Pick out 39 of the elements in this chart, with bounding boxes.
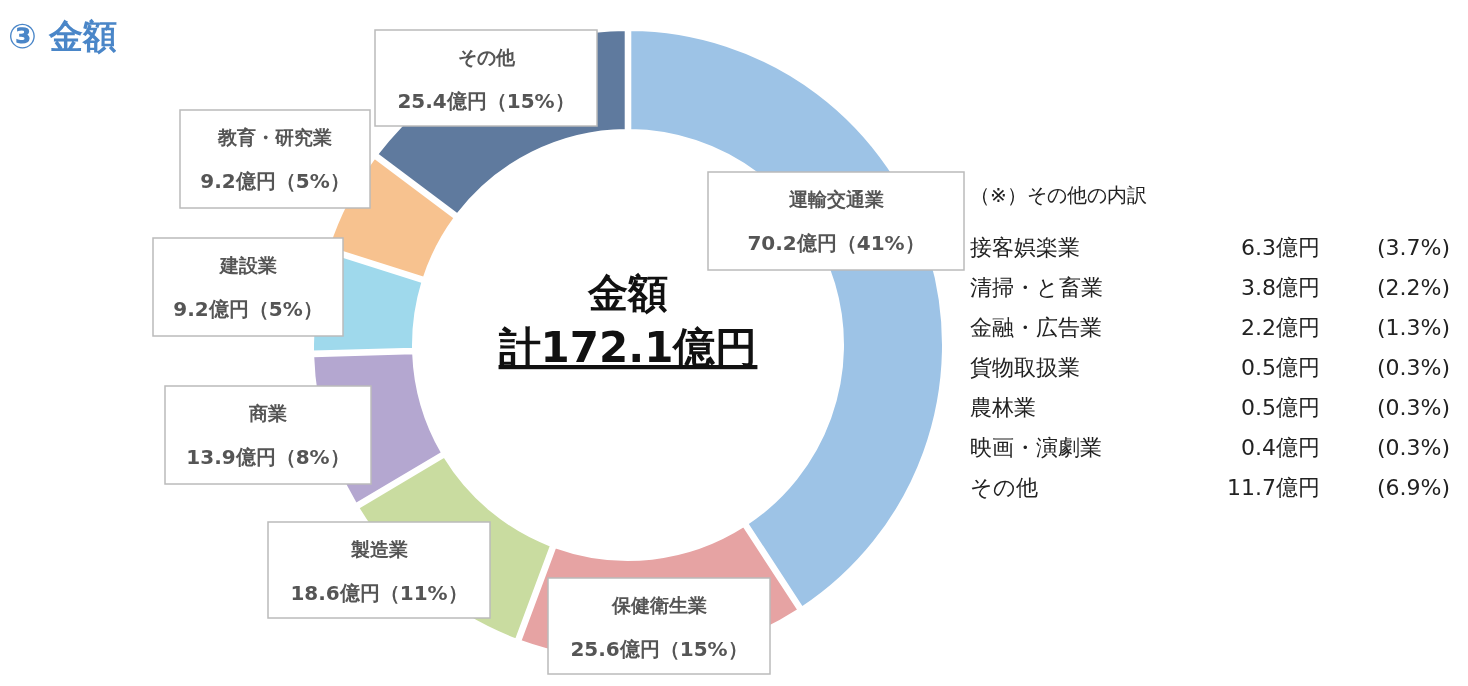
text: 農林業 <box>970 395 1036 420</box>
chart-title: ③ 金額 <box>8 16 117 56</box>
text: (1.3%) <box>1376 315 1450 340</box>
text: 0.4億円 <box>1241 435 1320 460</box>
data-label: 25.4億円（15%） <box>397 89 575 113</box>
text: 3.8億円 <box>1241 275 1320 300</box>
text: 0.5億円 <box>1241 355 1320 380</box>
text: 清掃・と畜業 <box>970 275 1103 300</box>
data-label: 18.6億円（11%） <box>290 581 468 605</box>
slice-label: 商業 <box>248 402 287 424</box>
data-label: 70.2億円（41%） <box>747 231 925 255</box>
text: （※）その他の内訳 <box>970 183 1147 207</box>
slice-label: 保健衛生業 <box>610 594 707 616</box>
slice-label: その他 <box>457 46 516 68</box>
data-label: 9.2億円（5%） <box>173 297 323 321</box>
text: (6.9%) <box>1376 475 1450 500</box>
text: 11.7億円 <box>1227 475 1320 500</box>
text: 2.2億円 <box>1241 315 1320 340</box>
data-label: 25.6億円（15%） <box>570 637 748 661</box>
slice-label: 建設業 <box>217 254 277 276</box>
text: (0.3%) <box>1376 355 1450 380</box>
text: (2.2%) <box>1376 275 1450 300</box>
slice-label: 運輸交通業 <box>787 188 884 210</box>
text: 計172.1億円 <box>497 323 758 372</box>
slice-label: 教育・研究業 <box>217 126 332 148</box>
data-label: 9.2億円（5%） <box>200 169 350 193</box>
text: その他 <box>970 475 1038 500</box>
slice-label: 製造業 <box>349 538 408 560</box>
text: 0.5億円 <box>1241 395 1320 420</box>
data-label: 13.9億円（8%） <box>186 445 350 469</box>
text: 映画・演劇業 <box>970 435 1102 460</box>
text: (3.7%) <box>1376 235 1450 260</box>
text: 6.3億円 <box>1241 235 1320 260</box>
text: 金額 <box>587 270 668 316</box>
text: 貨物取扱業 <box>970 355 1080 380</box>
text: 金融・広告業 <box>970 315 1102 340</box>
text: (0.3%) <box>1376 395 1450 420</box>
text: 接客娯楽業 <box>970 235 1080 260</box>
text: (0.3%) <box>1376 435 1450 460</box>
